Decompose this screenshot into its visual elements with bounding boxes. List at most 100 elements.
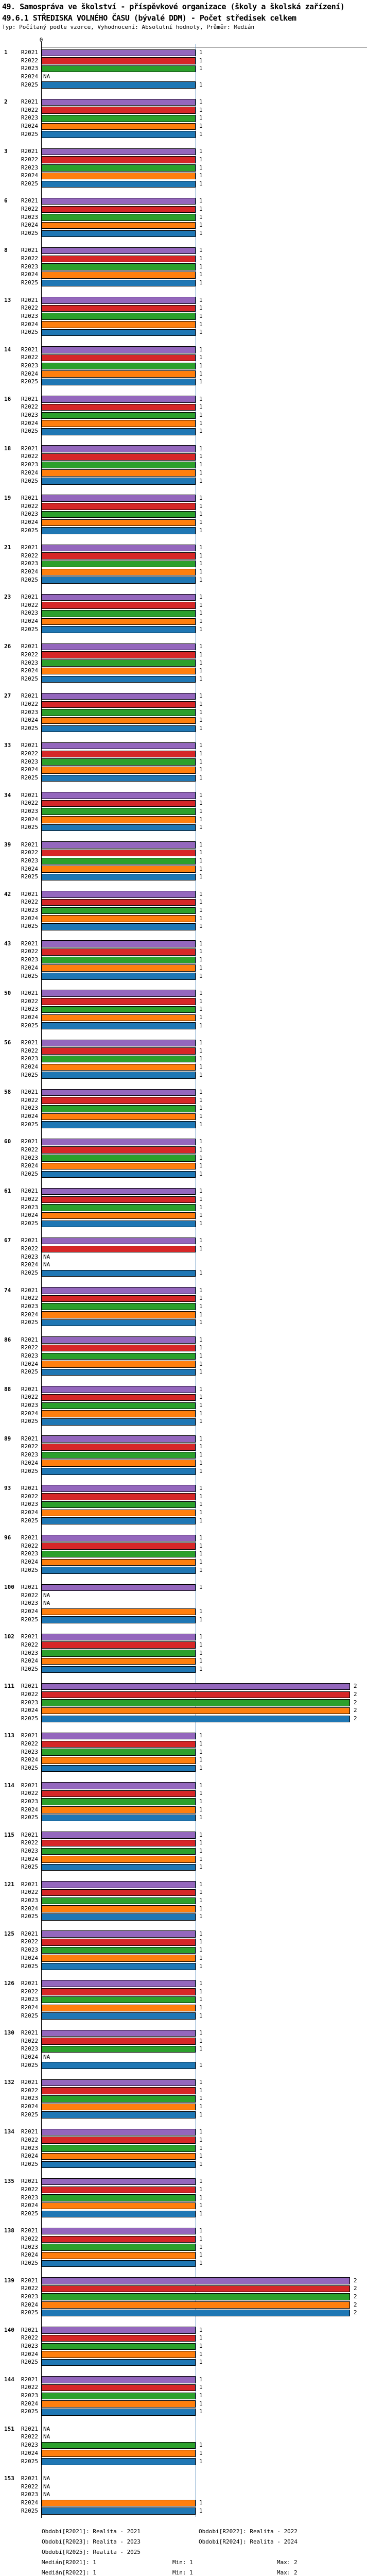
bar-row: R2022 1 — [0, 602, 386, 610]
bar-row: R2023 1 — [0, 1451, 386, 1460]
bar-row: R2023 1 — [0, 2343, 386, 2351]
group-id-label: 89 — [4, 1435, 11, 1442]
group-id-label: 50 — [4, 989, 11, 996]
series-label: R2024 — [21, 1707, 38, 1714]
series-label: R2023 — [21, 1352, 38, 1359]
bar-row: R2025 1 — [0, 774, 386, 783]
bar-row: R2024 1 — [0, 618, 386, 626]
value-label: 1 — [199, 816, 203, 823]
bar — [42, 1707, 350, 1715]
value-label: 1 — [199, 1212, 203, 1219]
bar — [42, 2409, 196, 2416]
bar-row: R2024 1 — [0, 1311, 386, 1319]
value-label: 1 — [199, 1063, 203, 1071]
bar — [42, 1295, 196, 1302]
group-id-label: 2 — [4, 98, 8, 106]
value-label: 1 — [199, 346, 203, 353]
value-label: 1 — [199, 865, 203, 872]
series-label: R2021 — [21, 1979, 38, 1987]
series-label: R2023 — [21, 511, 38, 518]
bar — [42, 701, 196, 708]
series-label: R2021 — [21, 1633, 38, 1640]
series-label: R2022 — [21, 1988, 38, 1995]
value-label: 1 — [199, 1352, 203, 1359]
series-label: R2021 — [21, 1584, 38, 1591]
series-label: R2021 — [21, 1039, 38, 1046]
series-label: R2022 — [21, 502, 38, 510]
bar — [42, 1889, 196, 1896]
value-label: 1 — [199, 1237, 203, 1244]
bar-row: R2023 1 — [0, 2442, 386, 2450]
group-id-label: 13 — [4, 296, 11, 303]
bar-row: R2024 1 — [0, 1113, 386, 1121]
bar-row: R2025 1 — [0, 1567, 386, 1575]
bar-row: R2021 1 — [0, 742, 386, 750]
bar-row: R2024 1 — [0, 321, 386, 329]
value-label: 1 — [199, 1410, 203, 1417]
value-label: 1 — [199, 477, 203, 484]
bar — [42, 1930, 196, 1938]
bar-row: R2025 1 — [0, 81, 386, 90]
bar — [42, 2285, 350, 2293]
value-label: 1 — [199, 511, 203, 518]
series-label: R2023 — [21, 263, 38, 270]
bar — [42, 1444, 196, 1451]
series-label: R2023 — [21, 1501, 38, 1508]
series-label: R2022 — [21, 1641, 38, 1648]
bar-row: R2022 1 — [0, 1146, 386, 1155]
series-label: R2021 — [21, 2227, 38, 2234]
bar — [42, 1014, 196, 1022]
bar-row: R2021 NA — [0, 2426, 386, 2434]
value-label: 1 — [199, 114, 203, 122]
value-label: 1 — [199, 428, 203, 435]
value-label: 1 — [199, 2202, 203, 2209]
value-label: 1 — [199, 1170, 203, 1177]
value-label: 1 — [199, 518, 203, 526]
series-label: R2021 — [21, 197, 38, 205]
value-label: 1 — [199, 1055, 203, 1062]
bar — [42, 1955, 196, 1962]
series-label: R2023 — [21, 857, 38, 864]
bar-row: R2023 1 — [0, 263, 386, 272]
bar-row: R2025 1 — [0, 1418, 386, 1426]
series-label: R2021 — [21, 1385, 38, 1393]
bar-row: R2021 1 — [0, 1534, 386, 1543]
bar-group: 3 R2021 1 R2022 1 R2023 1 R2024 1 R2025 1 — [0, 148, 386, 188]
value-label: 1 — [199, 527, 203, 534]
series-label: R2023 — [21, 1105, 38, 1112]
value-label: 1 — [199, 972, 203, 979]
bar — [42, 1352, 196, 1360]
bar — [42, 2343, 196, 2350]
bar-row: R2022 1 — [0, 403, 386, 412]
value-label: 1 — [199, 1286, 203, 1294]
value-label: 1 — [199, 2061, 203, 2069]
bar-row: R2025 1 — [0, 1814, 386, 1822]
group-id-label: 125 — [4, 1930, 14, 1937]
bar-row: R2023 1 — [0, 214, 386, 222]
legend-median-label: Medián[R2022]: 1 — [42, 2569, 96, 2576]
bar-row: R2025 1 — [0, 478, 386, 486]
bar — [42, 873, 196, 881]
value-label: 1 — [199, 2004, 203, 2011]
bar-row: R2022 1 — [0, 1790, 386, 1798]
bar-row: R2023 NA — [0, 2491, 386, 2499]
series-label: R2024 — [21, 2251, 38, 2259]
series-label: R2022 — [21, 205, 38, 212]
value-label: 1 — [199, 1855, 203, 1862]
value-label: 1 — [199, 1765, 203, 1772]
bar-row: R2022 1 — [0, 1889, 386, 1897]
series-label: R2024 — [21, 1360, 38, 1367]
bar-row: R2023 1 — [0, 1749, 386, 1757]
bar-row: R2025 1 — [0, 1269, 386, 1278]
group-id-label: 43 — [4, 940, 11, 947]
value-label: 1 — [199, 1748, 203, 1755]
series-label: R2025 — [21, 2359, 38, 2366]
series-label: R2021 — [21, 1880, 38, 1888]
bar — [42, 568, 196, 576]
value-label: 1 — [199, 1204, 203, 1211]
value-label: 1 — [199, 1138, 203, 1145]
bar-row: R2022 1 — [0, 1245, 386, 1253]
value-label: 1 — [199, 2012, 203, 2019]
na-label: NA — [43, 2483, 50, 2490]
bar-row: R2023 1 — [0, 2392, 386, 2400]
